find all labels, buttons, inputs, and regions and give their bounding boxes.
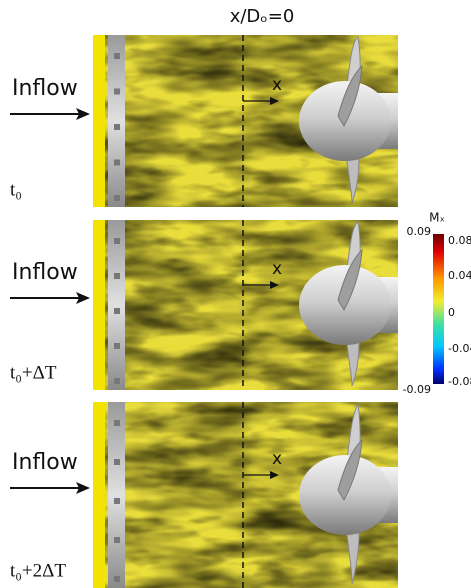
inflow-label: Inflow — [12, 260, 78, 285]
colorbar-title: Mₓ — [429, 211, 445, 225]
grid-strip — [108, 220, 125, 390]
grid-strip — [108, 35, 125, 207]
strip-marker — [114, 53, 120, 59]
strip-marker — [114, 459, 120, 465]
colorbar-tick-label: -0.04 — [448, 342, 471, 355]
strip-marker — [114, 308, 120, 314]
panels: Inflow x t₀ Inflow x t₀+ΔT Inflow x t₀+2ΔT — [10, 35, 398, 588]
panel: Inflow x t₀+ΔT — [10, 220, 398, 390]
strip-marker — [114, 160, 120, 166]
time-label: t₀ — [10, 179, 22, 200]
colorbar-scale — [433, 234, 444, 384]
strip-marker — [114, 378, 120, 384]
strip-marker — [114, 576, 120, 582]
inflow-label: Inflow — [12, 76, 78, 101]
inlet-strip — [93, 35, 105, 207]
title: x/Dₒ=0 — [230, 6, 295, 27]
strip-marker — [114, 273, 120, 279]
colorbar-tick-label: 0.08 — [448, 234, 471, 247]
strip-marker — [114, 124, 120, 130]
colorbar-max: 0.09 — [407, 225, 432, 238]
inflow-label: Inflow — [12, 450, 78, 475]
colorbar-tick-label: 0.04 — [448, 269, 471, 282]
strip-marker — [114, 89, 120, 95]
figure: x/Dₒ=0 Inflow x t₀ Inflow x t₀+ΔT Inflow x t₀+2Δ… — [0, 0, 471, 588]
strip-marker — [114, 498, 120, 504]
time-label: t₀+2ΔT — [10, 560, 66, 581]
strip-marker — [114, 537, 120, 543]
strip-marker — [114, 238, 120, 244]
panel: Inflow x t₀+2ΔT — [10, 402, 398, 588]
grid-strip — [108, 402, 125, 588]
colorbar-tick-label: -0.08 — [448, 375, 471, 388]
axis-label: x — [272, 259, 282, 279]
strip-marker — [114, 420, 120, 426]
inlet-strip — [93, 220, 105, 390]
strip-marker — [114, 195, 120, 201]
panel: Inflow x t₀ — [10, 35, 398, 207]
colorbar: Mₓ 0.09 -0.09 0.08 0.04 0 -0.04 -0.08 — [403, 211, 471, 397]
strip-marker — [114, 343, 120, 349]
colorbar-tick-label: 0 — [448, 306, 455, 319]
colorbar-ticks: 0.08 0.04 0 -0.04 -0.08 — [448, 234, 471, 388]
axis-label: x — [272, 449, 282, 469]
axis-label: x — [272, 75, 282, 95]
inlet-strip — [93, 402, 105, 588]
time-label: t₀+ΔT — [10, 362, 57, 383]
colorbar-min: -0.09 — [403, 383, 431, 396]
